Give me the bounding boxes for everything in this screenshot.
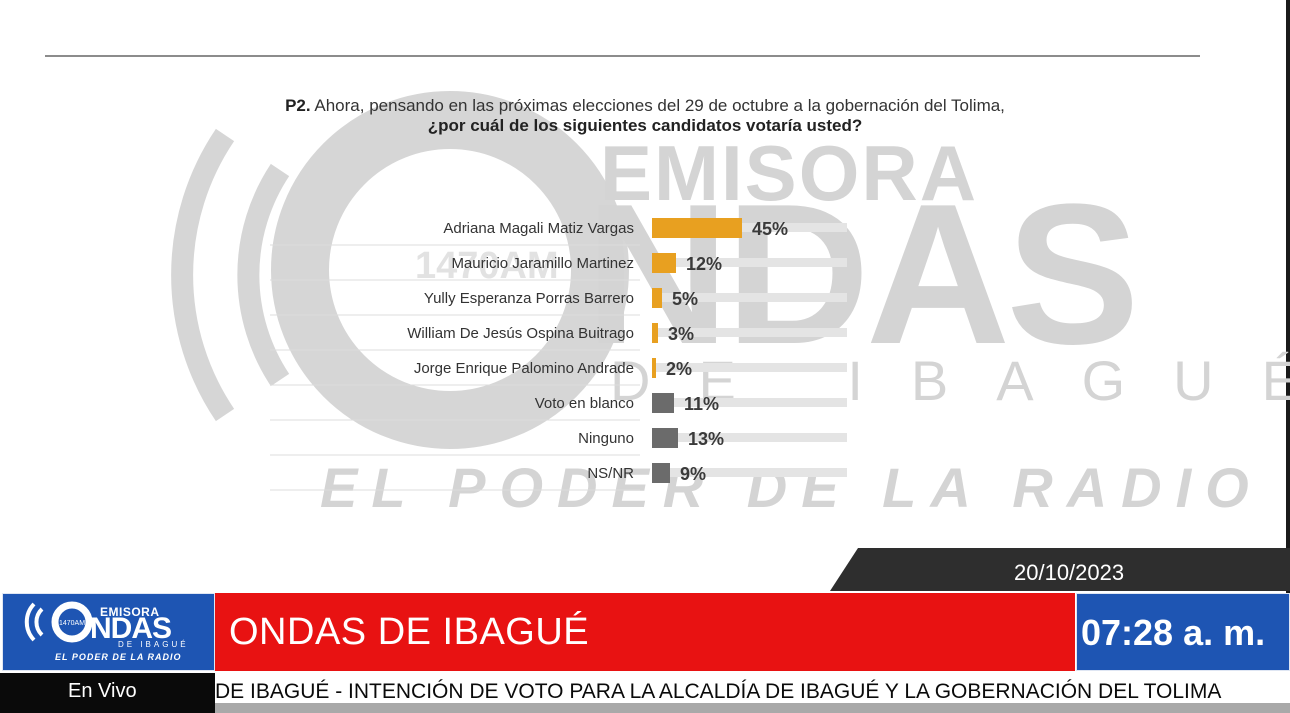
broadcast-date: 20/10/2023 — [1014, 560, 1125, 585]
category-label-5: Voto en blanco — [535, 395, 634, 412]
channel-banner — [215, 593, 1075, 671]
ticker-bottom-strip — [215, 703, 1290, 713]
value-label-6: 13% — [688, 429, 724, 449]
channel-name: ONDAS DE IBAGUÉ — [229, 611, 590, 653]
logo-ibague: DE IBAGUÉ — [118, 640, 189, 649]
bar-7 — [652, 463, 670, 483]
bar-0 — [652, 218, 742, 238]
live-label: En Vivo — [68, 680, 137, 702]
category-label-7: NS/NR — [587, 465, 634, 482]
bar-2 — [652, 288, 662, 308]
survey-question: P2. Ahora, pensando en las próximas elec… — [0, 96, 1290, 136]
ticker-text: DE IBAGUÉ - INTENCIÓN DE VOTO PARA LA AL… — [215, 680, 1222, 703]
bar-track — [652, 433, 847, 442]
value-label-0: 45% — [752, 219, 788, 239]
bar-track — [652, 258, 847, 267]
broadcast-time: 07:28 a. m. — [1081, 612, 1266, 653]
bar-track — [652, 398, 847, 407]
bar-1 — [652, 253, 676, 273]
frame-edge — [1286, 0, 1290, 600]
category-label-2: Yully Esperanza Porras Barrero — [424, 290, 634, 307]
value-label-4: 2% — [666, 359, 692, 379]
date-tab — [830, 548, 1290, 591]
live-badge — [0, 673, 215, 713]
value-label-7: 9% — [680, 464, 706, 484]
logo-waves-icon: 1470AM — [24, 601, 93, 643]
bar-track — [652, 223, 847, 232]
value-label-5: 11% — [684, 394, 719, 414]
value-label-1: 12% — [686, 254, 722, 274]
logo-slogan: EL PODER DE LA RADIO — [55, 652, 182, 662]
category-label-0: Adriana Magali Matiz Vargas — [443, 220, 634, 237]
value-label-2: 5% — [672, 289, 698, 309]
bar-6 — [652, 428, 678, 448]
question-line-1: P2. Ahora, pensando en las próximas elec… — [0, 96, 1290, 116]
category-label-4: Jorge Enrique Palomino Andrade — [414, 360, 634, 377]
question-number: P2. — [285, 96, 311, 115]
question-line-2: ¿por cuál de los siguientes candidatos v… — [427, 116, 863, 135]
bar-track — [652, 328, 847, 337]
bar-5 — [652, 393, 674, 413]
category-label-1: Mauricio Jaramillo Martinez — [451, 255, 634, 272]
bar-4 — [652, 358, 656, 378]
bar-track — [652, 293, 847, 302]
logo-ndas: NDAS — [90, 612, 172, 645]
question-text: Ahora, pensando en las próximas eleccion… — [314, 96, 1005, 115]
bar-3 — [652, 323, 658, 343]
clock-box — [1076, 593, 1290, 671]
category-label-3: William De Jesús Ospina Buitrago — [407, 325, 634, 342]
slide-top-divider — [45, 55, 1200, 57]
bar-track — [652, 468, 847, 477]
logo-emisora: EMISORA — [100, 605, 160, 619]
bar-track — [652, 363, 847, 372]
value-label-3: 3% — [668, 324, 694, 344]
category-label-6: Ninguno — [578, 430, 634, 447]
logo-am: 1470AM — [59, 620, 85, 627]
